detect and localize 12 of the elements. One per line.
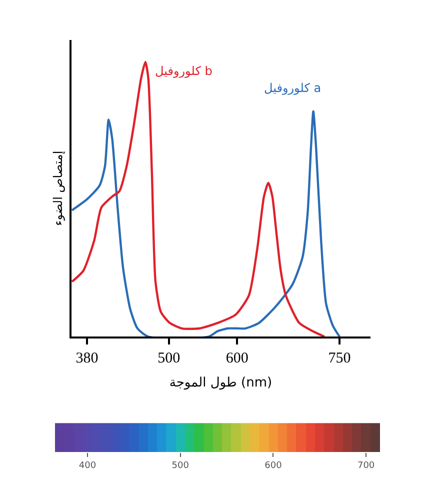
x-tick-label: 500 xyxy=(172,460,190,471)
x-axis-title: طول الموجة (nm) xyxy=(169,376,272,391)
series-label: كلوروفيل a xyxy=(264,81,322,95)
series-label: كلوروفيل b xyxy=(155,64,212,78)
y-axis-title: إمتصاص الضوء xyxy=(51,150,66,226)
x-tick-label: 600 xyxy=(264,460,282,471)
x-tick-label: 750 xyxy=(328,350,351,367)
x-tick-label: 600 xyxy=(226,350,248,367)
x-tick-label: 500 xyxy=(158,350,180,367)
x-tick-label: 400 xyxy=(78,460,96,471)
x-tick-label: 380 xyxy=(76,350,98,367)
x-tick-label: 700 xyxy=(357,460,375,471)
